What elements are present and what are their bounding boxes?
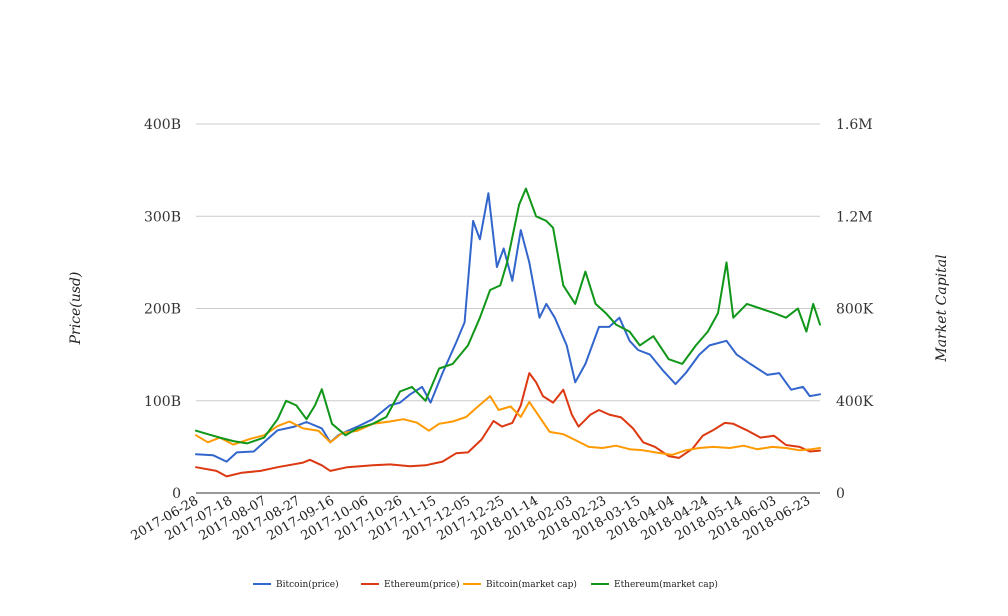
legend-label: Bitcoin(price) [276, 579, 339, 590]
legend-label: Ethereum(price) [384, 579, 460, 590]
y-axis-right: 0 400K 800K 1.2M 1.6M [836, 117, 874, 502]
legend: Bitcoin(price) Ethereum(price) Bitcoin(mar… [253, 579, 718, 590]
series-line-1 [195, 192, 821, 463]
y-tick-label: 0 [172, 486, 181, 502]
legend-label: Ethereum(market cap) [614, 579, 718, 590]
series-line-4 [195, 187, 821, 445]
y2-axis-title: Market Capital [934, 254, 950, 362]
y2-tick-label: 0 [836, 486, 845, 502]
y-axis-title: Price(usd) [68, 272, 84, 346]
y-axis-left: 0 100B 200B 300B 400B [144, 117, 181, 502]
y2-tick-label: 1.2M [836, 209, 873, 225]
gridlines [196, 123, 820, 494]
series-line-2 [195, 372, 821, 478]
y-tick-label: 300B [144, 209, 181, 225]
y2-tick-label: 400K [836, 394, 874, 410]
y2-tick-label: 1.6M [836, 117, 873, 133]
series-line-3 [195, 395, 821, 456]
y-tick-label: 400B [144, 117, 181, 133]
x-axis: 2017-06-282017-07-182017-08-072017-08-27… [129, 493, 814, 543]
y-tick-label: 100B [144, 394, 181, 410]
y-tick-label: 200B [144, 302, 181, 318]
legend-label: Bitcoin(market cap) [486, 579, 577, 590]
series-lines [195, 187, 821, 478]
y2-tick-label: 800K [836, 302, 874, 318]
